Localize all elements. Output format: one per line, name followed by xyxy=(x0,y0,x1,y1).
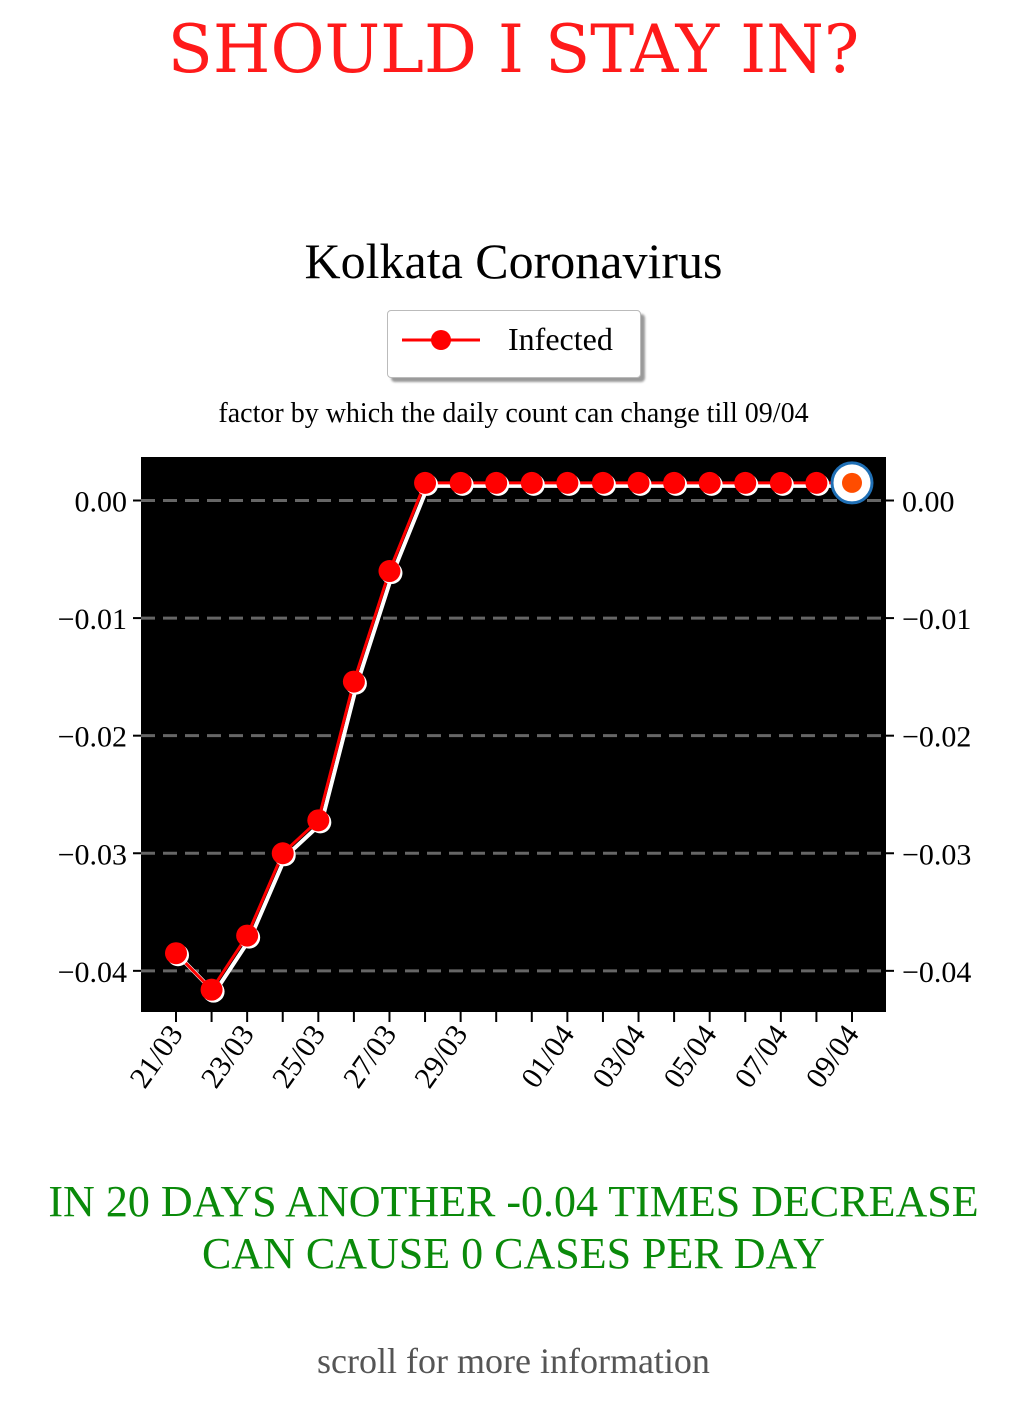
legend-label: Infected xyxy=(508,321,613,357)
data-point xyxy=(271,842,294,865)
data-point xyxy=(698,471,721,494)
data-point xyxy=(556,471,579,494)
data-point xyxy=(236,924,259,947)
chart-title: Kolkata Coronavirus xyxy=(304,233,723,289)
chart-legend: Infected xyxy=(387,310,641,378)
data-point xyxy=(449,471,472,494)
x-tick-label: 07/04 xyxy=(728,1019,794,1094)
x-tick-label: 01/04 xyxy=(515,1019,581,1094)
data-point xyxy=(627,471,650,494)
data-point xyxy=(378,560,401,583)
x-tick-label: 21/03 xyxy=(124,1019,190,1094)
conclusion-line-2: CAN CAUSE 0 CASES PER DAY xyxy=(201,1229,826,1278)
y-tick-label: −0.01 xyxy=(58,603,127,636)
data-point xyxy=(485,471,508,494)
x-tick-label: 09/04 xyxy=(800,1019,866,1094)
chart-plot: 0.00 0.00 −0.01 −0.01 −0.02 −0.02 −0.03 −0.03 −0… xyxy=(58,457,972,1094)
y-tick-label: −0.04 xyxy=(58,956,127,989)
data-point xyxy=(200,978,223,1001)
y-ticks: 0.00 0.00 −0.01 −0.01 −0.02 −0.02 −0.03 −0.03 −0… xyxy=(58,486,972,989)
x-tick-label: 25/03 xyxy=(266,1019,332,1094)
x-tick-label: 27/03 xyxy=(337,1019,403,1094)
legend-swatch-icon xyxy=(402,330,480,350)
data-point xyxy=(307,809,330,832)
series-infected xyxy=(165,461,874,1003)
y-tick-label-right: −0.01 xyxy=(902,603,971,636)
y-tick-label-right: 0.00 xyxy=(902,486,955,519)
y-tick-label: 0.00 xyxy=(75,486,128,519)
y-tick-label-right: −0.02 xyxy=(902,721,971,754)
scroll-hint[interactable]: scroll for more information xyxy=(317,1341,710,1381)
x-tick-label: 23/03 xyxy=(195,1019,261,1094)
y-tick-label: −0.02 xyxy=(58,721,127,754)
y-tick-label-right: −0.04 xyxy=(902,956,971,989)
x-tick-label: 29/03 xyxy=(408,1019,474,1094)
chart-subtitle: factor by which the daily count can chan… xyxy=(218,398,809,429)
data-point xyxy=(663,471,686,494)
x-ticks: 21/03 23/03 25/03 27/03 29/03 01/04 03/04 05/04… xyxy=(124,1012,866,1094)
x-tick-label: 03/04 xyxy=(586,1019,652,1094)
data-point xyxy=(520,471,543,494)
y-tick-label-right: −0.03 xyxy=(902,838,971,871)
data-point xyxy=(414,471,437,494)
data-point xyxy=(734,471,757,494)
conclusion-text: IN 20 DAYS ANOTHER -0.04 TIMES DECREASE … xyxy=(0,1176,1027,1280)
data-point xyxy=(342,670,365,693)
data-point xyxy=(805,471,828,494)
data-point xyxy=(842,472,862,493)
data-point xyxy=(591,471,614,494)
grid-lines xyxy=(141,499,886,973)
x-tick-label: 05/04 xyxy=(657,1019,723,1094)
data-point xyxy=(769,471,792,494)
conclusion-line-1: IN 20 DAYS ANOTHER -0.04 TIMES DECREASE xyxy=(48,1177,979,1226)
data-point xyxy=(165,942,187,965)
y-tick-label: −0.03 xyxy=(58,838,127,871)
page-headline: SHOULD I STAY IN? xyxy=(167,11,860,88)
